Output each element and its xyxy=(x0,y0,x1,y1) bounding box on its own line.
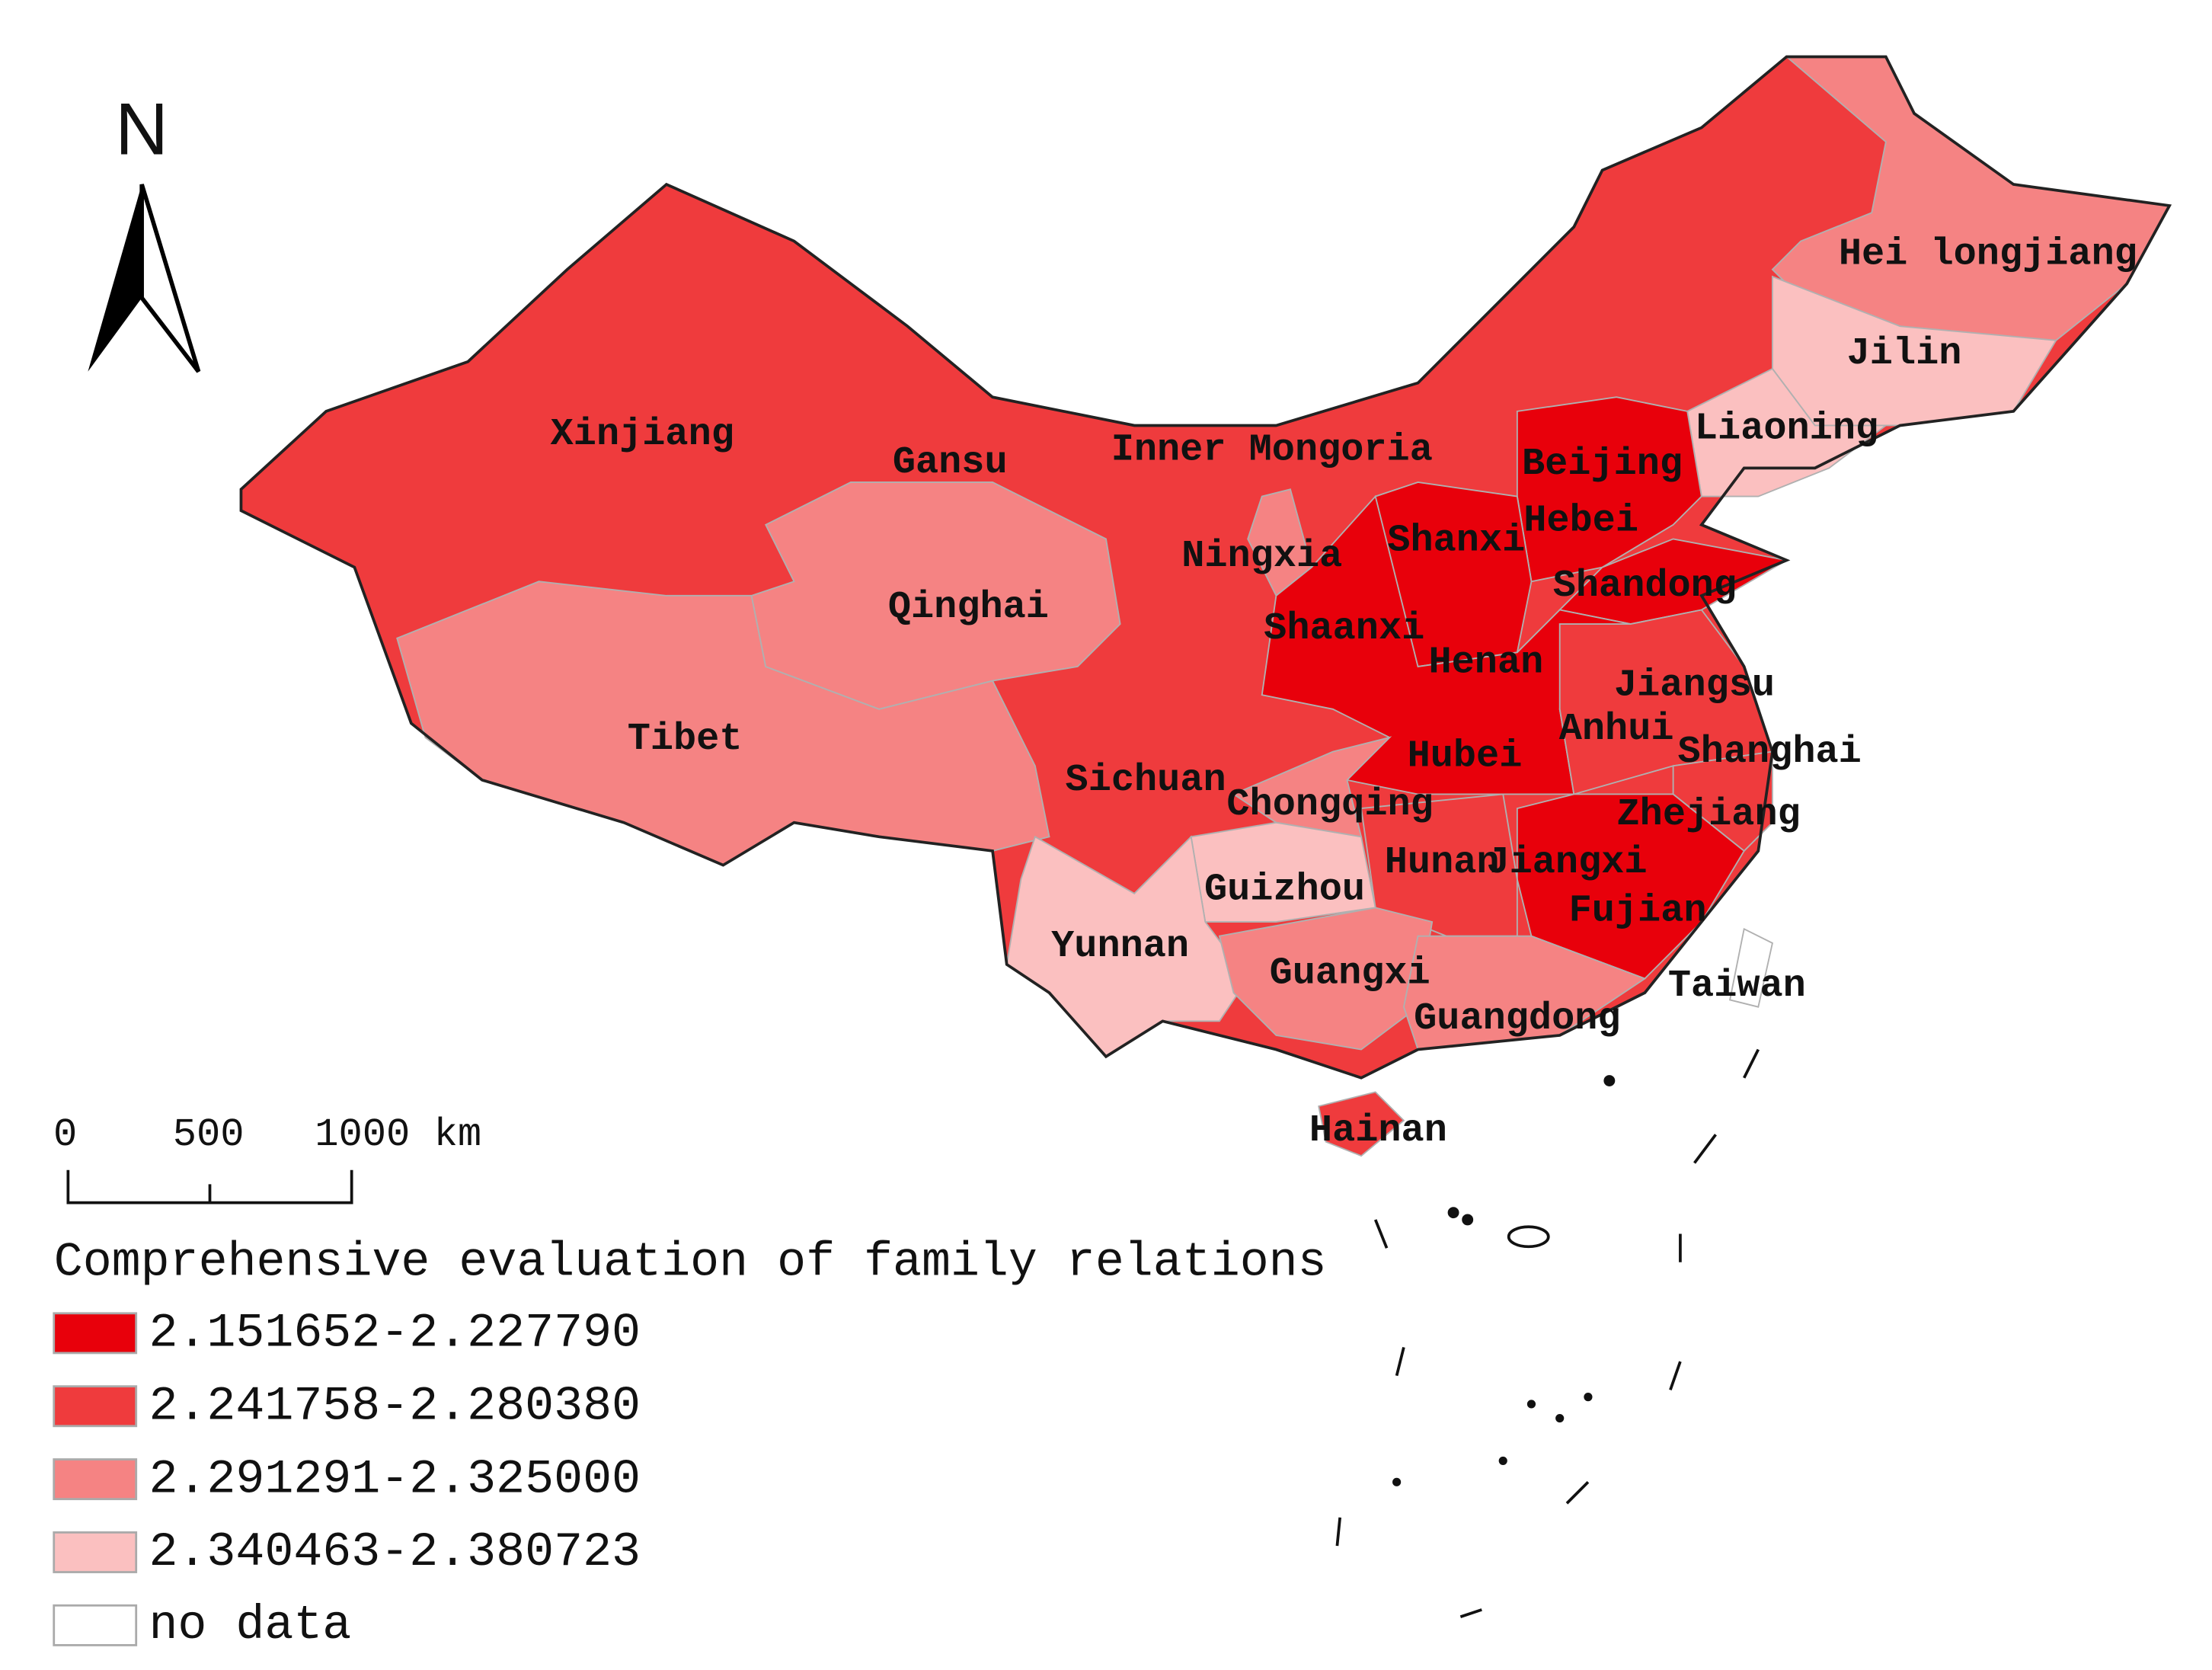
legend-label: 2.291291-2.325000 xyxy=(149,1452,641,1507)
region-label: Sichuan xyxy=(1066,759,1226,802)
region xyxy=(1005,835,1249,1058)
region-label: Inner Mongoria xyxy=(1111,428,1433,472)
legend: Comprehensive evaluation of family relat… xyxy=(53,1236,1327,1653)
scale-label: 0 xyxy=(53,1112,77,1157)
scale-label: 500 xyxy=(173,1112,245,1157)
legend-swatch xyxy=(53,1531,138,1573)
region-label: Shandong xyxy=(1553,565,1737,608)
region-label: Ningxia xyxy=(1181,535,1342,578)
region-label: Gansu xyxy=(893,441,1008,485)
region-label: Fujian xyxy=(1569,889,1707,933)
legend-swatch xyxy=(53,1604,138,1646)
region-label: Hainan xyxy=(1309,1109,1447,1153)
south-china-sea-islands xyxy=(1335,1048,1760,1618)
legend-label: 2.241758-2.280380 xyxy=(149,1379,641,1434)
region-label: Tibet xyxy=(628,718,743,761)
region-label: Henan xyxy=(1429,641,1544,685)
region xyxy=(1218,907,1434,1051)
region-label: Yunnan xyxy=(1051,925,1189,968)
legend-title: Comprehensive evaluation of family relat… xyxy=(54,1236,1327,1291)
region-label: Chongqing xyxy=(1226,783,1433,827)
region xyxy=(1318,1091,1405,1157)
north-arrow: N xyxy=(88,87,201,373)
region-label: Anhui xyxy=(1559,708,1674,751)
legend-label: 2.340463-2.380723 xyxy=(149,1525,641,1580)
region-label: Hebei xyxy=(1523,499,1638,542)
legend-swatch xyxy=(53,1312,138,1355)
country-outline xyxy=(239,55,2172,1080)
region-label: Zhejiang xyxy=(1617,793,1801,837)
region-label: Jiangsu xyxy=(1614,664,1775,707)
north-arrow-left xyxy=(88,184,142,372)
north-arrow-right xyxy=(139,184,201,373)
scale-label: 1000 km xyxy=(315,1112,481,1157)
region-label: Guizhou xyxy=(1204,868,1365,911)
region-label: Jiangxi xyxy=(1486,841,1647,885)
north-label: N xyxy=(115,87,168,170)
region-label: Liaoning xyxy=(1695,407,1878,450)
scale-line xyxy=(66,1169,353,1205)
region xyxy=(1672,750,1773,853)
region-label: Qinghai xyxy=(888,586,1049,629)
region-label: Hei longjiang xyxy=(1839,233,2137,277)
region xyxy=(1728,927,1773,1008)
region-label: Guangdong xyxy=(1414,997,1620,1041)
region-labels: Xinjiang Gansu Inner Mongoria Tibet Qinghai H… xyxy=(551,233,2137,1153)
region-label: Jilin xyxy=(1847,332,1962,376)
region-label: Taiwan xyxy=(1668,965,1806,1008)
scale-bar: 0 500 1000 km xyxy=(53,1112,481,1205)
region-label: Hunan xyxy=(1385,841,1500,885)
region-label: Beijing xyxy=(1522,443,1683,486)
legend-swatch xyxy=(53,1458,138,1501)
region-label: Shaanxi xyxy=(1264,607,1424,651)
region-label: Xinjiang xyxy=(551,413,734,456)
region-label: Shanghai xyxy=(1678,731,1862,774)
region-label: Shanxi xyxy=(1387,520,1525,563)
region xyxy=(750,481,1121,710)
regions xyxy=(240,56,2171,1157)
region-label: Hubei xyxy=(1408,735,1523,779)
legend-swatch xyxy=(53,1385,138,1428)
legend-label: no data xyxy=(149,1598,351,1653)
region-label: Guangxi xyxy=(1270,952,1430,995)
legend-label: 2.151652-2.227790 xyxy=(149,1307,641,1361)
